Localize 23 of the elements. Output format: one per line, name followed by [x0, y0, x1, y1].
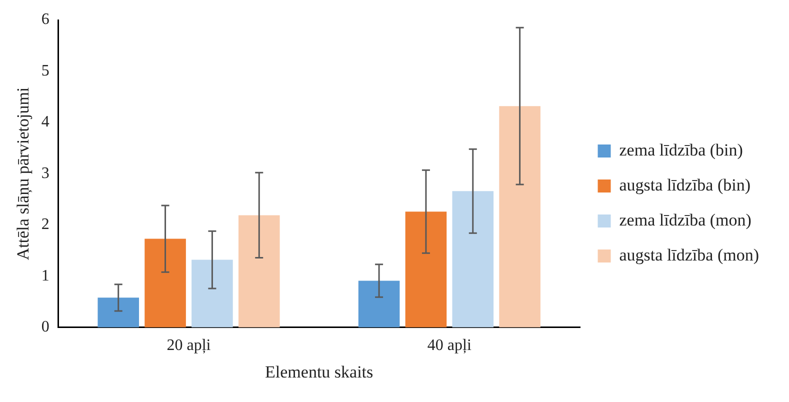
bar	[238, 215, 280, 328]
bar	[499, 106, 540, 328]
legend-label: augsta līdzība (mon)	[619, 245, 760, 264]
y-tick-label: 6	[41, 11, 50, 28]
legend-label: zema līdzība (bin)	[619, 140, 743, 160]
legend-label: zema līdzība (mon)	[619, 210, 752, 230]
x-axis-title: Elementu skaits	[265, 362, 374, 382]
y-tick-label: 5	[41, 62, 50, 80]
bar	[452, 191, 494, 328]
y-tick-label: 4	[41, 114, 50, 131]
y-tick-label: 0	[41, 318, 50, 336]
y-tick-label: 2	[41, 216, 50, 234]
bar	[192, 260, 233, 328]
y-tick-label: 3	[41, 164, 50, 182]
y-axis-title: Attēla slāņu pārvietojumi	[14, 87, 33, 260]
x-tick-label: 20 apļi	[166, 337, 212, 354]
x-tick-label: 40 apļi	[427, 337, 472, 354]
bar	[358, 280, 400, 328]
bar	[405, 212, 447, 328]
legend-label: augsta līdzība (bin)	[619, 175, 751, 194]
bar	[98, 298, 140, 328]
y-tick-label: 1	[41, 267, 50, 284]
bar	[144, 238, 186, 328]
